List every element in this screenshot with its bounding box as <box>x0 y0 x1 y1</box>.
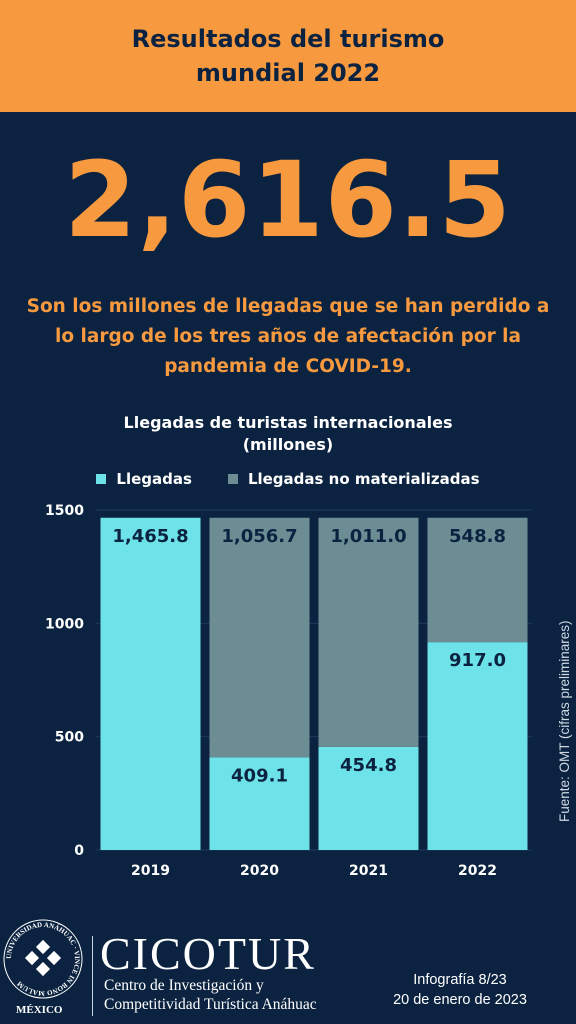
data-label: 409.1 <box>231 765 288 786</box>
header-banner: Resultados del turismo mundial 2022 <box>0 0 576 112</box>
x-tick-label: 2022 <box>458 863 497 879</box>
bar-segment <box>318 517 419 747</box>
anahuac-seal-logo: UNIVERSIDAD ANÁHUAC · VINCE IN BONO MALU… <box>3 919 83 999</box>
legend-swatch-llegadas <box>96 474 107 484</box>
chart-title-main: Llegadas de turistas internacionales <box>123 413 453 432</box>
y-tick-label: 1500 <box>45 503 84 519</box>
data-label: 1,056.7 <box>221 526 297 547</box>
cicotur-logo: CICOTUR <box>100 928 316 979</box>
data-label: 1,465.8 <box>112 526 188 547</box>
bar-segment <box>209 757 310 850</box>
chart-legend: Llegadas Llegadas no materializadas <box>0 470 576 488</box>
chart-title: Llegadas de turistas internacionales (mi… <box>0 412 576 456</box>
infographic-number: Infografía 8/23 <box>413 972 507 988</box>
legend-item-no-materializadas: Llegadas no materializadas <box>227 470 480 488</box>
headline-number: 2,616.5 <box>64 139 512 261</box>
footer-info: Infografía 8/23 20 de enero de 2023 <box>360 970 560 1010</box>
headline-description: Son los millones de llegadas que se han … <box>26 296 550 377</box>
bar-segment <box>209 517 310 758</box>
page-title: Resultados del turismo mundial 2022 <box>131 25 445 87</box>
bar-segment <box>427 517 528 643</box>
chart-title-units: (millones) <box>242 435 334 454</box>
y-tick-label: 0 <box>74 843 84 859</box>
x-tick-label: 2021 <box>349 863 388 879</box>
bar-segment <box>100 517 201 850</box>
seal-country: MÉXICO <box>16 1004 63 1016</box>
bar-segment <box>318 746 419 850</box>
brand-line-1: Centro de Investigación y <box>104 977 264 994</box>
legend-swatch-no-materializadas <box>227 474 238 484</box>
brand-line-2: Competitividad Turística Anáhuac <box>104 996 317 1013</box>
source-note: Fuente: OMT (cifras preliminares) <box>557 620 572 822</box>
stacked-bar-chart: 0 500 1000 1500 1,465.8 2019 409.1 1,056.7 2020 4… <box>45 503 532 879</box>
bar-segment <box>427 642 528 850</box>
legend-item-llegadas: Llegadas <box>96 470 192 488</box>
logo-divider <box>92 936 93 1016</box>
legend-label-no-materializadas: Llegadas no materializadas <box>247 470 480 488</box>
data-label: 454.8 <box>340 755 397 776</box>
publication-date: 20 de enero de 2023 <box>393 992 527 1008</box>
data-label: 548.8 <box>449 526 506 547</box>
x-tick-label: 2019 <box>131 863 170 879</box>
y-tick-label: 1000 <box>45 616 84 632</box>
legend-label-llegadas: Llegadas <box>116 470 192 488</box>
seal-emblem-icon <box>24 939 62 977</box>
x-tick-label: 2020 <box>240 863 279 879</box>
y-tick-label: 500 <box>55 730 84 746</box>
data-label: 917.0 <box>449 650 506 671</box>
data-label: 1,011.0 <box>330 526 406 547</box>
